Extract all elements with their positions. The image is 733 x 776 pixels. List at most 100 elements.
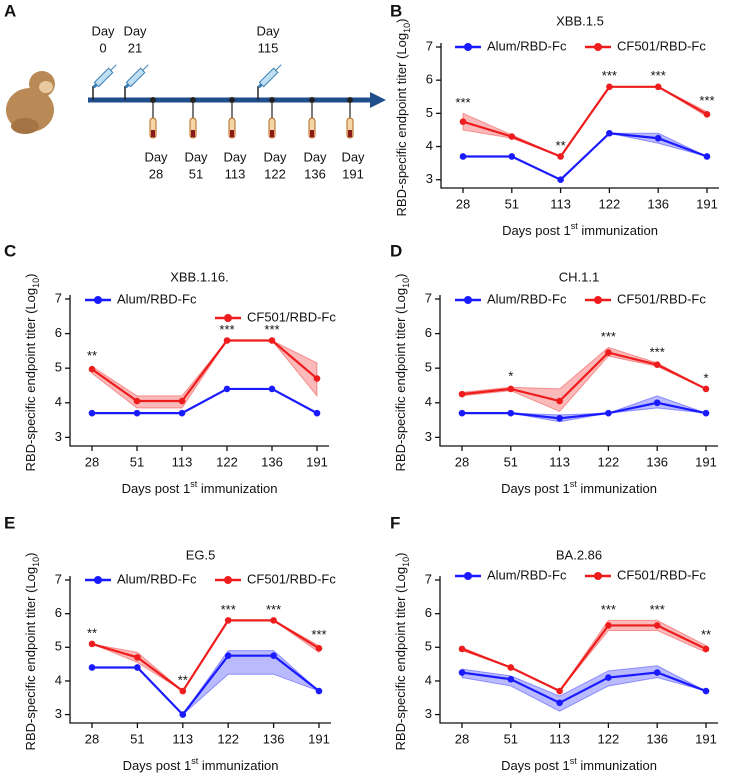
legend-label: Alum/RBD-Fc [487,567,567,582]
syringe [124,64,149,89]
significance-label: ** [178,672,188,687]
x-label-part: Days post 1 [123,758,192,773]
data-point [88,664,96,671]
data-point [606,83,613,91]
significance-label: * [703,370,708,385]
data-point [134,654,141,661]
significance-label: *** [699,93,714,108]
y-label-part: ) [394,19,409,23]
data-point [653,399,661,407]
y-tick-label: 4 [55,394,62,409]
immunization-label: Day [123,23,147,38]
x-tick-label: 113 [549,454,570,469]
panel-label: C [4,241,16,260]
significance-label: *** [602,68,617,83]
legend-label: CF501/RBD-Fc [617,38,706,53]
y-tick-label: 7 [425,290,432,305]
bleed-label: 136 [304,166,326,181]
data-point [507,385,515,393]
data-point [223,385,231,393]
x-tick-label: 113 [172,731,193,746]
legend-marker [464,296,472,304]
data-point [703,153,711,160]
legend-label: CF501/RBD-Fc [617,567,706,582]
y-axis-label: RBD-specific endpoint titer (Log10) [394,19,412,217]
y-tick-label: 5 [426,105,433,120]
x-tick-label: 122 [598,731,620,746]
data-point [133,397,141,405]
panel-label: E [4,513,15,532]
y-label-part: RBD-specific endpoint titer (Log [23,567,38,751]
data-point [508,153,516,160]
y-tick-label: 6 [55,605,62,620]
x-label-part: immunization [577,758,657,773]
error-band [91,340,318,409]
significance-label: *** [650,602,665,617]
legend-marker [94,576,102,584]
data-point [653,669,661,676]
x-tick-label: 191 [696,196,718,211]
data-point [178,409,186,417]
y-tick-label: 3 [55,429,62,444]
data-point [507,675,515,683]
y-label-part: 10 [402,23,412,33]
error-band [92,650,320,716]
timeline-arrow [370,92,386,108]
y-tick-label: 3 [426,171,433,186]
y-label-part: RBD-specific endpoint titer (Log [394,33,409,217]
blood-tube-fill [270,130,274,137]
chart-title: BA.2.86 [556,547,602,562]
x-axis-label: Days post 1st immunization [501,756,657,773]
immunization-label: Day [256,23,280,38]
data-point [270,617,277,624]
x-label-part: immunization [197,481,277,496]
blood-tube-fill [191,130,195,137]
immunization-label: 115 [258,40,279,55]
data-point [556,699,563,707]
blood-tube-fill [230,130,234,137]
x-tick-label: 28 [85,731,99,746]
syringe [257,64,282,89]
bleed-label: Day [184,149,208,164]
x-tick-label: 51 [504,454,518,469]
chart-title: XBB.1.5 [556,13,604,28]
legend-label: CF501/RBD-Fc [247,309,336,324]
bleed-label: 122 [264,166,286,181]
data-point [315,687,323,695]
bleed-label: Day [341,149,365,164]
data-point [654,134,662,142]
bleed-label: 28 [149,166,163,181]
data-point [223,337,231,344]
significance-label: *** [455,95,470,110]
data-point [702,687,710,695]
data-point [556,397,563,405]
bleed-label: Day [223,149,247,164]
data-point [88,640,96,648]
y-tick-label: 7 [55,290,62,305]
x-axis-label: Days post 1st immunization [123,756,279,773]
legend-label: CF501/RBD-Fc [247,571,336,586]
series-line [461,351,707,403]
bleed-label: Day [263,149,287,164]
y-label-part: 10 [401,278,411,288]
legend-marker [594,296,602,304]
series-line [461,624,707,693]
data-point [507,409,515,417]
legend-marker [224,576,232,584]
y-axis-label: RBD-specific endpoint titer (Log10) [393,274,411,472]
monkey-icon [6,71,55,134]
x-tick-label: 136 [646,731,668,746]
y-tick-label: 3 [55,706,62,721]
data-point [133,409,141,417]
x-tick-label: 51 [130,454,144,469]
blood-tube-fill [310,130,314,137]
significance-label: *** [266,602,281,617]
chart-title: EG.5 [186,547,216,562]
series-line [462,401,707,420]
axis [440,43,719,189]
series-line [462,85,708,158]
significance-label: ** [87,625,97,640]
data-point [458,669,466,676]
bleed-label: 191 [342,166,364,181]
